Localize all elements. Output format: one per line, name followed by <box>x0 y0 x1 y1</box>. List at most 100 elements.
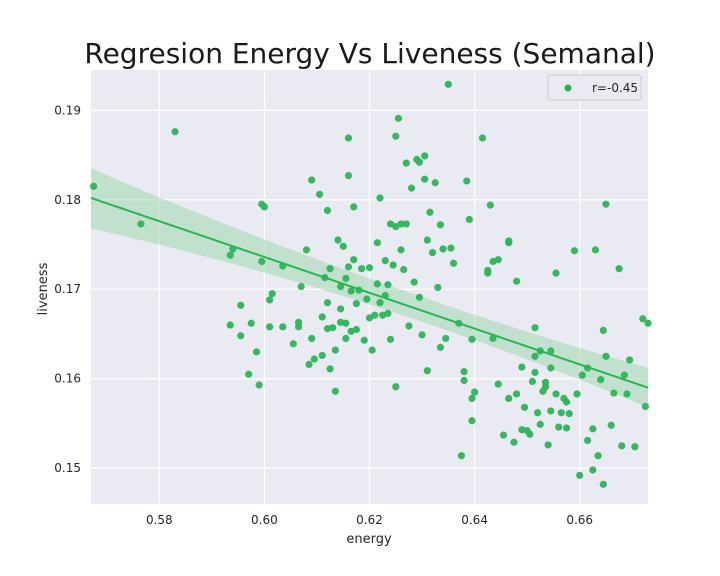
data-point <box>405 322 413 330</box>
data-point <box>594 452 602 460</box>
data-point <box>347 287 355 295</box>
data-point <box>384 281 392 289</box>
data-point <box>547 407 555 415</box>
data-point <box>421 175 429 183</box>
scatter-points <box>90 80 652 488</box>
data-point <box>562 424 571 432</box>
data-point <box>468 394 476 403</box>
data-point <box>555 423 563 431</box>
data-point <box>457 452 466 460</box>
data-point <box>334 236 342 244</box>
data-point <box>434 283 442 292</box>
data-point <box>342 334 350 343</box>
y-tick-label: 0.18 <box>54 193 81 207</box>
data-point <box>402 159 410 167</box>
data-point <box>423 236 431 244</box>
data-point <box>421 152 429 160</box>
data-point <box>415 158 424 166</box>
data-point <box>260 203 269 211</box>
data-point <box>494 380 502 388</box>
data-point <box>576 471 584 479</box>
data-point <box>237 332 245 340</box>
data-point <box>310 355 318 363</box>
data-point <box>344 171 353 180</box>
data-point <box>505 237 513 245</box>
data-point <box>266 323 274 331</box>
data-point <box>439 245 447 253</box>
x-tick-label: 0.62 <box>356 513 383 527</box>
data-point <box>418 331 426 339</box>
data-point <box>350 203 358 211</box>
data-point <box>258 257 266 266</box>
legend-box <box>547 74 642 101</box>
data-point <box>266 296 274 304</box>
data-point <box>641 402 649 411</box>
data-point <box>562 398 571 406</box>
data-point <box>252 348 261 356</box>
data-point <box>342 274 350 283</box>
data-point <box>386 335 395 343</box>
data-point <box>478 134 487 142</box>
data-point <box>255 381 263 389</box>
data-point <box>392 132 400 140</box>
data-point <box>329 324 337 332</box>
data-point <box>597 376 605 384</box>
data-point <box>344 134 353 142</box>
legend-marker <box>564 84 572 92</box>
y-tick-label: 0.19 <box>54 103 81 117</box>
data-point <box>547 347 555 355</box>
y-axis-label: liveness <box>36 262 51 315</box>
chart-title: Regresion Energy Vs Liveness (Semanal) <box>84 37 655 70</box>
y-tick-label: 0.16 <box>54 372 81 386</box>
data-point <box>426 208 434 216</box>
data-point <box>484 269 492 277</box>
data-point <box>602 200 610 208</box>
data-point <box>470 388 479 396</box>
data-point <box>505 394 513 403</box>
data-point <box>528 377 536 386</box>
data-point <box>350 256 358 264</box>
x-axis-label: energy <box>346 532 392 547</box>
data-point <box>326 365 334 373</box>
data-point <box>460 367 468 376</box>
data-point <box>589 466 597 474</box>
data-point <box>315 190 324 198</box>
data-point <box>352 299 360 308</box>
data-point <box>610 389 618 397</box>
data-point <box>302 246 311 254</box>
data-point <box>137 220 145 228</box>
data-point <box>552 269 560 277</box>
data-point <box>331 346 339 354</box>
y-tick-label: 0.15 <box>54 461 81 475</box>
x-tick-label: 0.64 <box>461 513 488 527</box>
data-point <box>486 201 494 209</box>
data-point <box>400 265 408 274</box>
data-point <box>599 480 607 488</box>
x-tick-label: 0.66 <box>566 513 593 527</box>
data-point <box>171 128 179 136</box>
data-point <box>626 356 634 364</box>
data-point <box>381 257 389 265</box>
data-point <box>531 324 539 332</box>
data-point <box>526 430 534 438</box>
data-point <box>336 282 345 291</box>
data-point <box>308 334 316 343</box>
data-point <box>544 441 552 449</box>
regression-line <box>90 197 649 389</box>
data-point <box>289 340 297 348</box>
data-point <box>323 299 332 307</box>
data-point <box>358 265 366 273</box>
data-point <box>639 315 647 323</box>
data-point <box>342 319 350 327</box>
data-point <box>499 431 508 439</box>
data-point <box>305 360 313 369</box>
data-point <box>397 246 405 254</box>
data-point <box>644 319 652 327</box>
data-point <box>297 282 305 291</box>
data-point <box>552 390 560 398</box>
data-point <box>631 443 639 451</box>
data-point <box>308 176 316 184</box>
data-point <box>510 438 518 446</box>
data-point <box>365 264 374 272</box>
data-point <box>336 305 345 313</box>
